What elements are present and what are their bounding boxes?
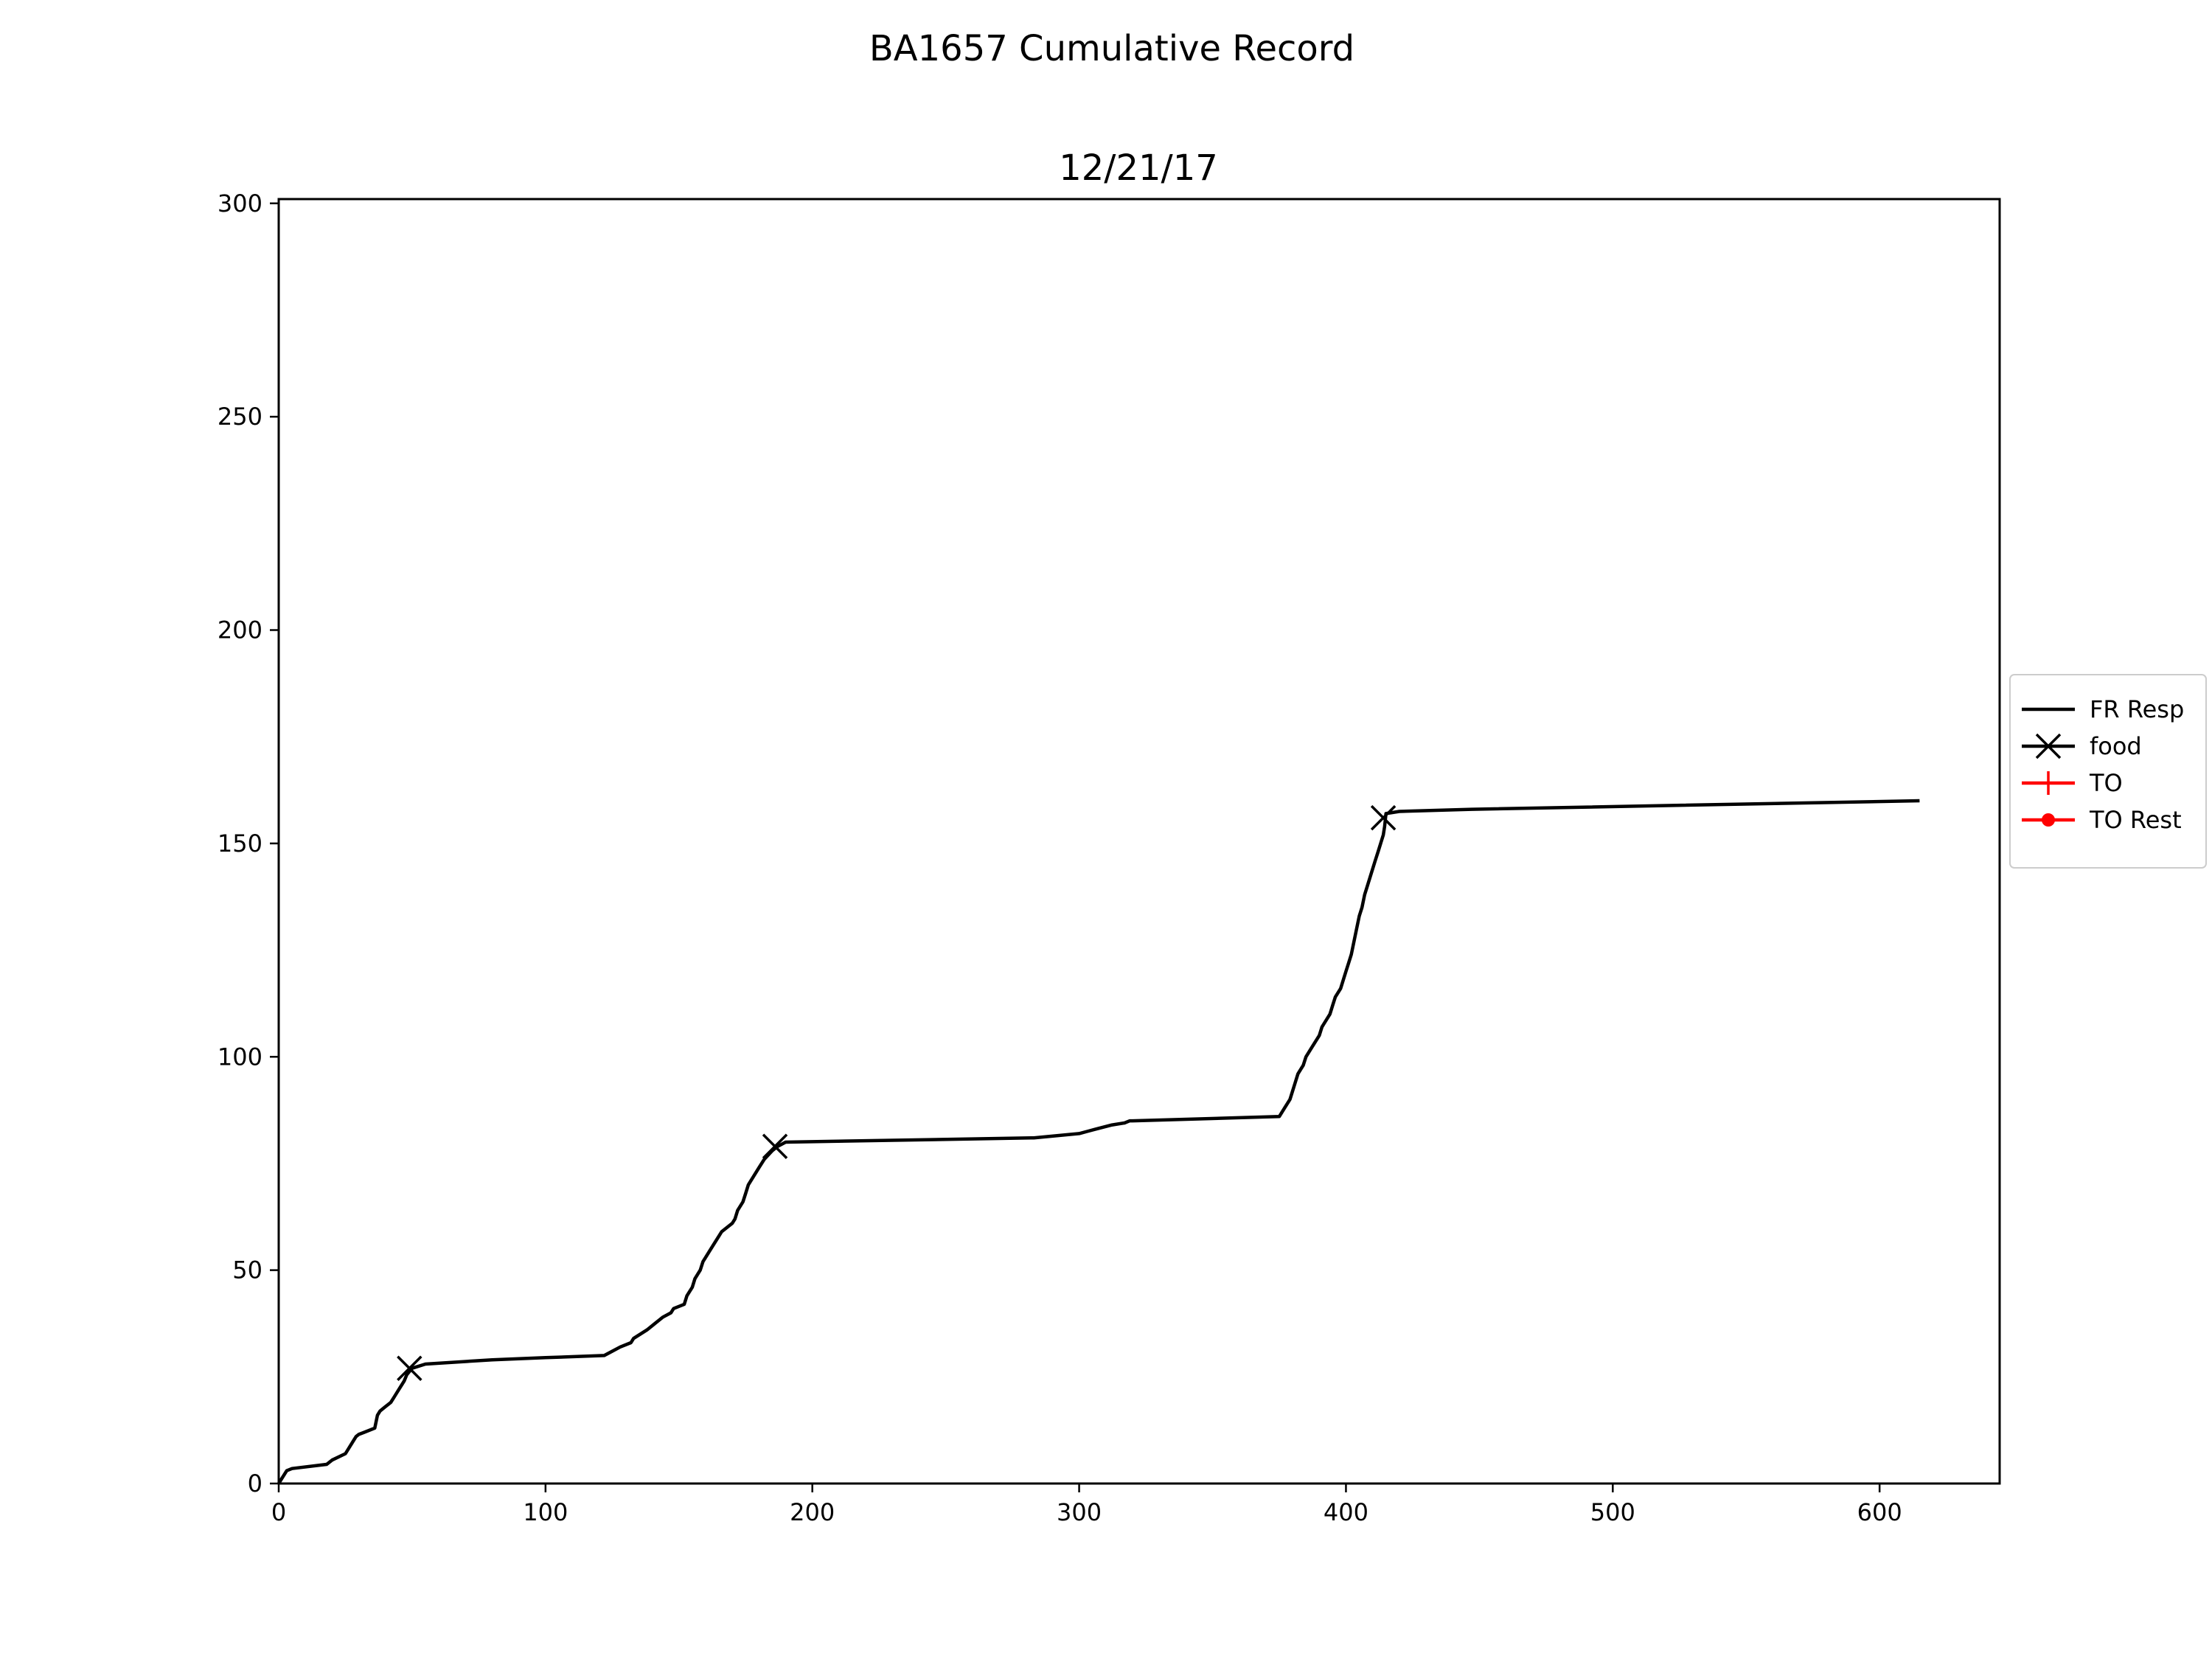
y-tick-label: 250 <box>218 403 262 431</box>
x-tick-label: 400 <box>1324 1498 1368 1526</box>
legend-label-food: food <box>2090 732 2142 760</box>
y-tick-label: 100 <box>218 1043 262 1071</box>
x-tick-label: 200 <box>790 1498 835 1526</box>
series-food <box>397 804 1397 1381</box>
x-tick-label: 100 <box>523 1498 568 1526</box>
axes-frame <box>277 198 2001 1485</box>
fr-resp-line <box>277 799 1920 1485</box>
legend-label-to-rest: TO Rest <box>2089 806 2182 834</box>
food-marker <box>397 1355 422 1381</box>
y-tick-label: 50 <box>232 1256 262 1284</box>
x-tick-label: 500 <box>1590 1498 1635 1526</box>
x-tick-label: 300 <box>1057 1498 1102 1526</box>
legend-marker-food <box>2035 733 2062 759</box>
legend: FR Resp food TO TO Rest <box>2009 674 2207 869</box>
series-fr-resp <box>277 799 1920 1485</box>
plot-area <box>277 799 1920 1485</box>
legend-marker-to-rest <box>2042 813 2055 827</box>
x-tick-label: 600 <box>1857 1498 1902 1526</box>
legend-label-fr-resp: FR Resp <box>2090 695 2184 723</box>
legend-label-to: TO <box>2089 769 2123 797</box>
axis-ticks: 0 100 200 300 400 500 600 0 50 100 150 200 250 300 <box>218 189 1902 1526</box>
axes-title: 12/21/17 <box>1059 147 1218 189</box>
y-tick-label: 200 <box>218 616 262 644</box>
legend-marker-to <box>2037 771 2060 795</box>
y-tick-label: 300 <box>218 189 262 218</box>
y-tick-label: 150 <box>218 830 262 858</box>
food-marker <box>762 1133 788 1160</box>
figure-title: BA1657 Cumulative Record <box>869 28 1354 69</box>
x-tick-label: 0 <box>271 1498 286 1526</box>
y-tick-label: 0 <box>248 1470 262 1498</box>
food-marker <box>1370 804 1397 831</box>
